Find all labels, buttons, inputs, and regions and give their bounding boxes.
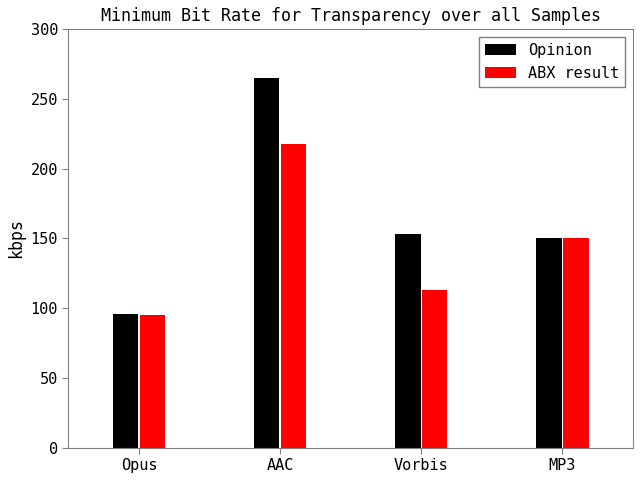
Bar [281, 144, 306, 448]
Bar [140, 315, 165, 448]
Bar [254, 78, 280, 448]
Title: Minimum Bit Rate for Transparency over all Samples: Minimum Bit Rate for Transparency over a… [100, 7, 601, 25]
Bar [395, 234, 420, 448]
Y-axis label: kbps: kbps [7, 218, 25, 258]
Bar [563, 239, 589, 448]
Bar [422, 290, 447, 448]
Legend: Opinion, ABX result: Opinion, ABX result [479, 37, 625, 87]
Bar [113, 314, 138, 448]
Bar [536, 239, 562, 448]
